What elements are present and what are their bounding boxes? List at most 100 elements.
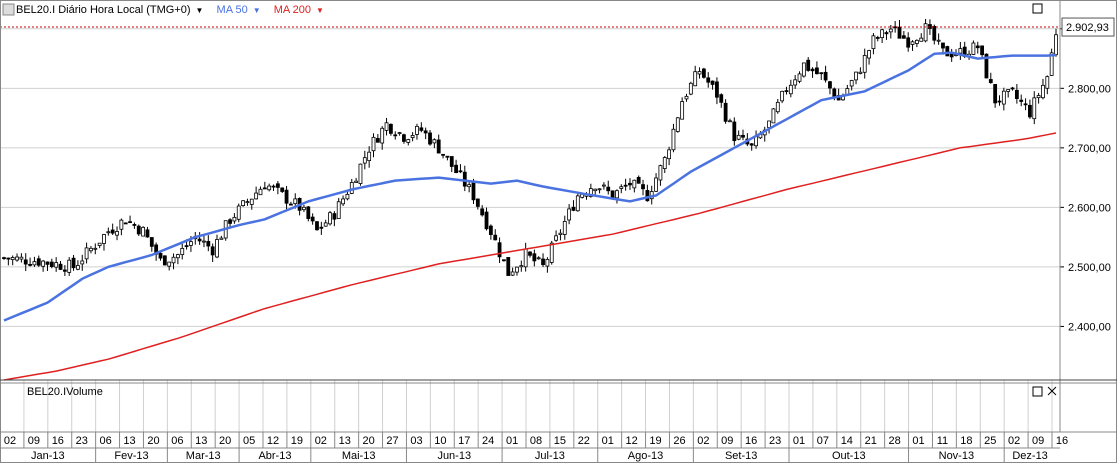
candle-body <box>215 239 219 258</box>
candle-body <box>945 46 950 57</box>
x-month-label: Jul-13 <box>535 450 565 462</box>
candle-body <box>228 219 232 224</box>
candle-body <box>441 153 445 156</box>
candle-body <box>41 260 46 267</box>
x-day-label: 27 <box>386 435 398 447</box>
candle-body <box>667 149 672 160</box>
x-day-label: 08 <box>530 435 542 447</box>
x-day-label: 26 <box>673 435 685 447</box>
candle-body <box>180 248 185 256</box>
candle-body <box>571 206 576 211</box>
candle-body <box>1045 76 1050 89</box>
x-day-label: 23 <box>76 435 88 447</box>
candle-body <box>384 122 389 131</box>
candle-body <box>275 183 280 188</box>
candle-body <box>419 127 424 131</box>
candle-body <box>162 255 167 266</box>
candle-body <box>406 139 411 143</box>
candle-body <box>493 234 498 241</box>
x-month-label: Jun-13 <box>437 450 471 462</box>
candle-body <box>862 55 867 73</box>
candle-body <box>793 79 798 86</box>
candlestick-series <box>2 18 1058 277</box>
candle-body <box>715 81 719 98</box>
candle-body <box>997 100 1002 103</box>
symbol-label[interactable]: BEL20.I Diário Hora Local (TMG+0) <box>16 4 191 16</box>
candle-body <box>1049 52 1054 76</box>
x-day-label: 11 <box>937 435 948 447</box>
x-day-label: 22 <box>578 435 590 447</box>
candle-body <box>658 165 663 181</box>
x-day-label: 06 <box>100 435 112 447</box>
candle-body <box>701 68 706 78</box>
candle-body <box>1006 89 1011 92</box>
candle-body <box>871 35 876 50</box>
ma200-dropdown-icon[interactable]: ▼ <box>316 6 324 15</box>
candle-body <box>210 246 215 256</box>
y-tick-label: 2.700,00 <box>1068 143 1111 155</box>
x-day-label: 19 <box>649 435 661 447</box>
candle-body <box>675 117 680 132</box>
x-day-label: 16 <box>52 435 64 447</box>
candle-body <box>541 258 545 266</box>
candle-body <box>80 260 85 265</box>
candle-body <box>536 257 541 260</box>
candle-body <box>1036 95 1041 99</box>
candle-body <box>58 263 63 270</box>
x-day-label: 02 <box>4 435 16 447</box>
ma50-label[interactable]: MA 50 <box>216 4 248 16</box>
x-day-label: 25 <box>984 435 996 447</box>
candle-body <box>906 37 911 48</box>
candle-body <box>123 222 128 225</box>
x-month-label: Out-13 <box>832 450 866 462</box>
candle-body <box>219 237 224 240</box>
candle-body <box>28 264 32 266</box>
y-tick-label: 2.500,00 <box>1068 262 1111 274</box>
candle-body <box>189 241 193 246</box>
candle-body <box>1010 87 1015 90</box>
candle-body <box>132 224 137 226</box>
candle-body <box>654 177 658 192</box>
candle-body <box>388 123 393 134</box>
x-day-label: 02 <box>1008 435 1020 447</box>
candle-body <box>936 39 941 42</box>
candle-body <box>315 221 319 231</box>
candle-body <box>849 80 854 87</box>
candle-body <box>928 24 932 29</box>
ma200-label[interactable]: MA 200 <box>273 4 312 16</box>
candle-body <box>858 71 863 74</box>
x-day-label: 09 <box>721 435 733 447</box>
volume-panel-title: BEL20.IVolume <box>27 386 103 398</box>
x-day-label: 13 <box>195 435 207 447</box>
candle-body <box>175 254 180 259</box>
candle-body <box>901 35 906 39</box>
candle-body <box>375 138 380 143</box>
candle-body <box>62 269 67 272</box>
candle-body <box>662 157 667 169</box>
candle-body <box>89 247 93 252</box>
x-month-label: Abr-13 <box>258 450 291 462</box>
x-day-label: 13 <box>339 435 351 447</box>
candle-body <box>128 221 132 224</box>
candle-body <box>71 257 76 269</box>
candle-body <box>423 130 428 134</box>
candle-body <box>1023 103 1028 106</box>
symbol-dropdown-icon[interactable]: ▼ <box>195 6 204 15</box>
candle-body <box>980 45 984 56</box>
candle-body <box>806 59 811 71</box>
candle-body <box>206 241 211 247</box>
x-day-label: 01 <box>506 435 518 447</box>
candle-body <box>110 229 115 234</box>
x-day-label: 24 <box>482 435 494 447</box>
candle-body <box>988 79 993 84</box>
candle-body <box>919 37 924 42</box>
ma50-dropdown-icon[interactable]: ▼ <box>252 6 261 15</box>
candle-body <box>897 26 902 39</box>
candle-body <box>741 134 745 138</box>
candle-body <box>10 257 15 261</box>
candle-body <box>641 184 645 190</box>
maximize-icon <box>1032 3 1043 14</box>
candle-body <box>532 253 537 262</box>
